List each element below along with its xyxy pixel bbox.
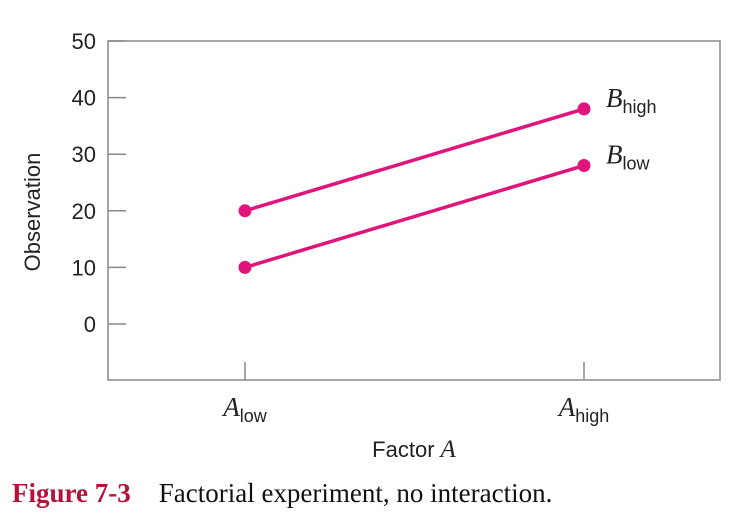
chart: 0 10 20 30 40 50 Alow Ahigh Blow Bhigh Observat… [20,29,721,463]
x-axis-title-var: A [439,436,457,463]
figure-caption: Figure 7-3 Factorial experiment, no inter… [12,478,552,509]
figure-label: Figure 7-3 [12,478,131,508]
plot-frame [107,40,721,381]
series-B-low: Blow [238,140,651,274]
series-line [243,163,586,270]
series-line [243,107,586,213]
y-tick-label: 30 [72,142,96,167]
figure-caption-text: Factorial experiment, no interaction. [158,478,553,508]
y-tick-label: 10 [72,255,96,280]
y-tick-label: 40 [72,86,96,111]
y-tick-label: 50 [72,29,96,54]
x-axis-ticks: Alow Ahigh [221,362,609,426]
series-layer: Blow Bhigh [238,83,657,274]
x-tick-label: Alow [221,392,268,426]
data-point [577,102,591,116]
series-label: Blow [606,140,651,174]
data-point [238,204,252,218]
series-B-high: Bhigh [238,83,657,218]
data-point [577,159,591,173]
y-tick-label: 0 [84,312,96,337]
x-tick-label: Ahigh [557,392,610,426]
y-axis-title: Observation [20,153,45,272]
y-axis-ticks: 0 10 20 30 40 50 [72,29,126,337]
x-axis-title-text: Factor [372,437,434,462]
series-label: Bhigh [606,83,657,117]
x-axis-title: Factor A [372,436,456,463]
data-point [238,260,252,274]
y-tick-label: 20 [72,199,96,224]
